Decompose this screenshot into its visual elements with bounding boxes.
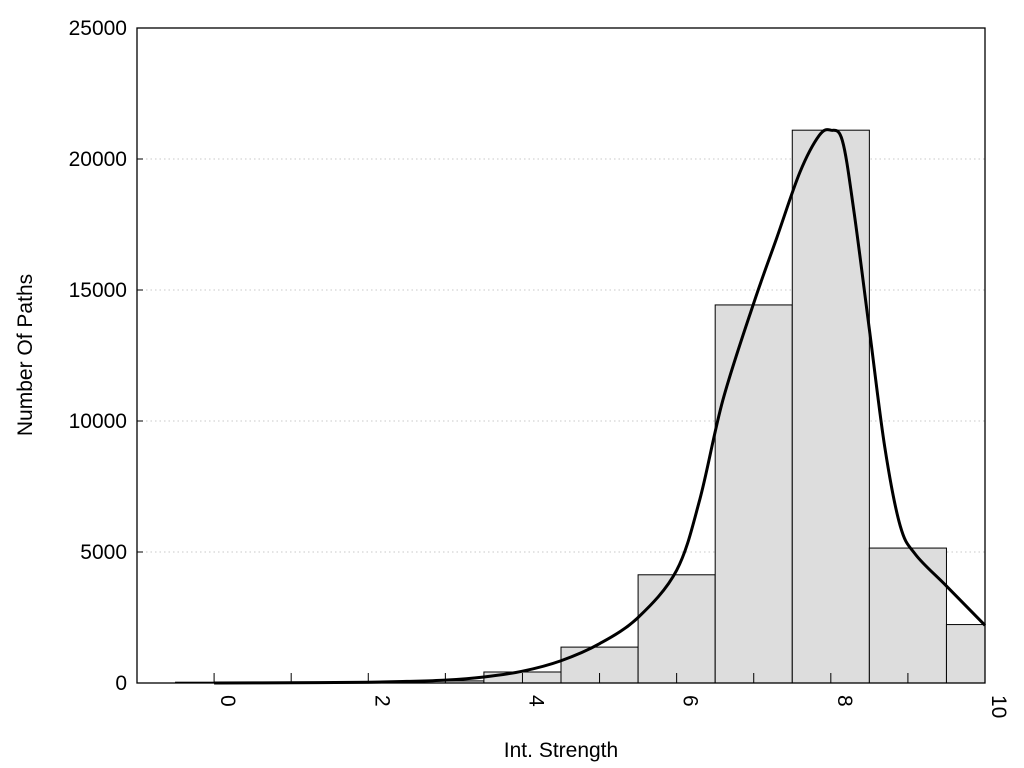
x-axis-ticks: 0 2 4 6 8 10	[213, 673, 1010, 718]
plot-area-frame	[136, 27, 986, 684]
y-axis-ticks: 0 5000 10000 15000 20000 25000	[69, 17, 143, 695]
y-tick-label: 0	[115, 672, 127, 695]
histogram-bar	[945, 624, 986, 684]
y-tick-label: 10000	[69, 410, 127, 433]
histogram-bar	[791, 129, 870, 684]
fit-curve-line	[214, 128, 987, 685]
x-tick-label: 10	[987, 695, 1010, 718]
x-tick-label: 4	[524, 695, 547, 707]
x-tick-label: 6	[679, 695, 702, 707]
x-axis-label: Int. Strength	[504, 739, 618, 762]
y-tick-label: 25000	[69, 17, 127, 40]
histogram-bar	[637, 574, 716, 684]
fit-curve	[214, 128, 987, 685]
histogram-bar	[868, 547, 947, 684]
histogram-bar	[714, 304, 793, 684]
y-tick-label: 5000	[80, 541, 127, 564]
y-tick-label: 15000	[69, 279, 127, 302]
y-axis-label: Number Of Paths	[14, 274, 37, 436]
y-tick-label: 20000	[69, 148, 127, 171]
histogram-bars	[175, 129, 986, 684]
x-tick-label: 2	[370, 695, 393, 707]
x-tick-label: 0	[216, 695, 239, 707]
x-tick-label: 8	[833, 695, 856, 707]
